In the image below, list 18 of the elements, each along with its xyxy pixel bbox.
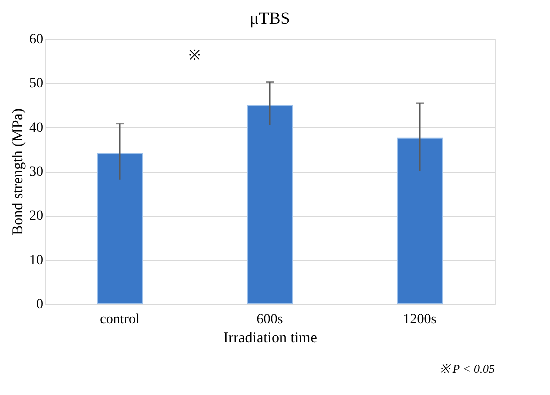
y-tick-label: 0 (36, 298, 44, 312)
chart-title: μTBS (250, 9, 290, 28)
y-tick-label: 20 (30, 209, 44, 224)
y-tick-label: 60 (30, 32, 44, 48)
y-tick-label: 50 (30, 76, 44, 92)
text: ※ P < 0.05 (440, 362, 495, 376)
y-tick-label: 40 (30, 120, 44, 136)
y-tick-label: 10 (30, 253, 44, 268)
bar (247, 105, 293, 304)
bar (397, 138, 443, 304)
x-tick-label: 600s (256, 312, 284, 328)
x-tick-label: control (100, 312, 140, 328)
y-axis-title: Bond strength (MPa) (10, 108, 26, 236)
x-axis-title: Irradiation time (224, 330, 318, 346)
annotation: ※ (189, 49, 201, 64)
x-tick-label: 1200s (403, 312, 437, 328)
bar (97, 153, 143, 304)
y-tick-label: 30 (30, 165, 44, 180)
